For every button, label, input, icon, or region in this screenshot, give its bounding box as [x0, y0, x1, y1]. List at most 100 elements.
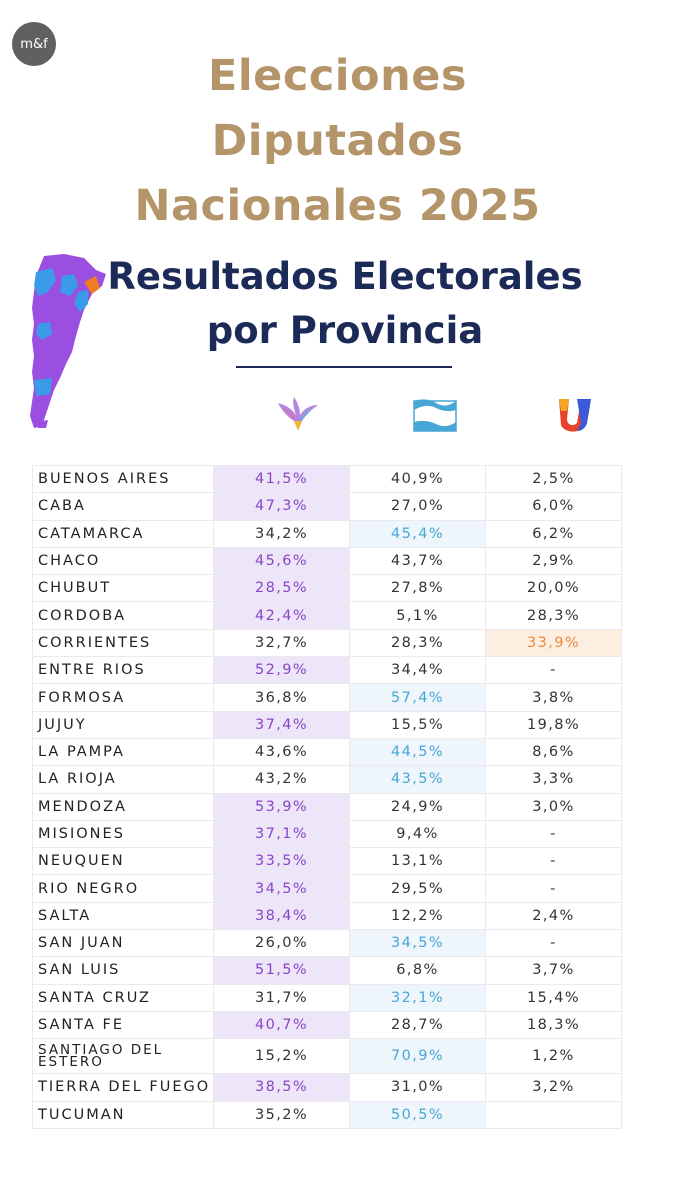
table-row: SALTA 38,4% 12,2% 2,4% — [32, 901, 622, 931]
province-name: LA PAMPA — [32, 737, 214, 767]
table-row: LA PAMPA 43,6% 44,5% 8,6% — [32, 737, 622, 767]
party-3-percent: 28,3% — [485, 601, 622, 630]
table-row: TIERRA DEL FUEGO 38,5% 31,0% 3,2% — [32, 1073, 622, 1102]
page-subtitle: Resultados Electorales por Provincia — [100, 250, 590, 358]
results-table-body: BUENOS AIRES 41,5% 40,9% 2,5% CABA 47,3% 27,0%… — [32, 464, 622, 1129]
province-name: SANTA CRUZ — [32, 983, 214, 1012]
provincias-unidas-u-icon — [559, 399, 591, 432]
table-row: ENTRE RIOS 52,9% 34,4% - — [32, 656, 622, 685]
argentina-map-icon — [30, 254, 106, 428]
party-2-percent: 9,4% — [349, 819, 486, 849]
party-3-percent: 2,5% — [485, 464, 622, 494]
party-2-percent: 6,8% — [349, 956, 486, 985]
province-name: SANTA FE — [32, 1010, 214, 1040]
province-name: LA RIOJA — [32, 765, 214, 794]
table-row: CORDOBA 42,4% 5,1% 28,3% — [32, 601, 622, 630]
party-2-percent: 43,7% — [349, 546, 486, 576]
party-2-percent: 44,5% — [349, 737, 486, 767]
party-1-percent: 26,0% — [213, 929, 350, 958]
province-name: CHUBUT — [32, 574, 214, 603]
party-1-percent: 36,8% — [213, 683, 350, 712]
title-line: Diputados — [211, 116, 464, 166]
table-row: NEUQUEN 33,5% 13,1% - — [32, 847, 622, 876]
party-2-percent: 70,9% — [349, 1038, 486, 1075]
table-row: CHUBUT 28,5% 27,8% 20,0% — [32, 574, 622, 603]
province-name: JUJUY — [32, 710, 214, 739]
brand-logo-text: m&f — [20, 36, 48, 52]
party-2-percent: 24,9% — [349, 792, 486, 821]
party-1-percent: 35,2% — [213, 1100, 350, 1129]
party-2-percent: 50,5% — [349, 1100, 486, 1129]
party-1-percent: 15,2% — [213, 1038, 350, 1075]
party-2-percent: 34,4% — [349, 656, 486, 685]
table-row: RIO NEGRO 34,5% 29,5% - — [32, 874, 622, 903]
party-2-percent: 31,0% — [349, 1073, 486, 1102]
table-row: SAN LUIS 51,5% 6,8% 3,7% — [32, 956, 622, 985]
table-row: CORRIENTES 32,7% 28,3% 33,9% — [32, 628, 622, 658]
table-row: CABA 47,3% 27,0% 6,0% — [32, 492, 622, 521]
province-name: TUCUMAN — [32, 1100, 214, 1129]
party-1-percent: 43,6% — [213, 737, 350, 767]
province-name: NEUQUEN — [32, 847, 214, 876]
party-3-percent: - — [485, 874, 622, 903]
party-3-percent: 3,8% — [485, 683, 622, 712]
title-line: Elecciones — [208, 51, 467, 101]
page-title: Elecciones Diputados Nacionales 2025 — [0, 44, 675, 239]
party-3-percent: - — [485, 819, 622, 849]
party-2-percent: 45,4% — [349, 519, 486, 548]
province-name: MENDOZA — [32, 792, 214, 821]
party-3-percent: 2,4% — [485, 901, 622, 931]
table-row: MENDOZA 53,9% 24,9% 3,0% — [32, 792, 622, 821]
lla-eagle-icon — [278, 397, 318, 431]
party-3-percent: - — [485, 656, 622, 685]
party-2-percent: 13,1% — [349, 847, 486, 876]
party-2-percent: 5,1% — [349, 601, 486, 630]
table-row: JUJUY 37,4% 15,5% 19,8% — [32, 710, 622, 739]
party-1-percent: 40,7% — [213, 1010, 350, 1040]
party-1-percent: 53,9% — [213, 792, 350, 821]
table-row: SANTIAGO DEL ESTERO 15,2% 70,9% 1,2% — [32, 1038, 622, 1075]
table-row: SANTA CRUZ 31,7% 32,1% 15,4% — [32, 983, 622, 1012]
province-name: CHACO — [32, 546, 214, 576]
subtitle-line: Resultados Electorales — [107, 255, 583, 298]
party-3-percent: 6,0% — [485, 492, 622, 521]
party-3-percent: 3,0% — [485, 792, 622, 821]
party-3-percent: 6,2% — [485, 519, 622, 548]
party-2-percent: 27,8% — [349, 574, 486, 603]
party-3-percent: 19,8% — [485, 710, 622, 739]
province-name: MISIONES — [32, 819, 214, 849]
province-name: CABA — [32, 492, 214, 521]
argentina-flag-icon — [413, 399, 457, 432]
party-1-percent: 45,6% — [213, 546, 350, 576]
party-3-percent: 8,6% — [485, 737, 622, 767]
party-3-percent — [485, 1100, 622, 1129]
party-1-percent: 38,5% — [213, 1073, 350, 1102]
table-row: TUCUMAN 35,2% 50,5% — [32, 1100, 622, 1129]
party-3-percent: 3,3% — [485, 765, 622, 794]
province-name: FORMOSA — [32, 683, 214, 712]
province-name: CORRIENTES — [32, 628, 214, 658]
party-3-percent: 3,7% — [485, 956, 622, 985]
party-2-percent: 28,3% — [349, 628, 486, 658]
party-3-percent: 1,2% — [485, 1038, 622, 1075]
party-2-percent: 15,5% — [349, 710, 486, 739]
province-name: BUENOS AIRES — [32, 464, 214, 494]
party-3-percent: - — [485, 847, 622, 876]
province-name: TIERRA DEL FUEGO — [32, 1073, 214, 1102]
province-name: SALTA — [32, 901, 214, 931]
party-1-percent: 47,3% — [213, 492, 350, 521]
subtitle-line: por Provincia — [206, 309, 484, 352]
party-2-percent: 29,5% — [349, 874, 486, 903]
party-2-percent: 28,7% — [349, 1010, 486, 1040]
province-name: CATAMARCA — [32, 519, 214, 548]
table-row: LA RIOJA 43,2% 43,5% 3,3% — [32, 765, 622, 794]
party-2-percent: 12,2% — [349, 901, 486, 931]
party-2-percent: 34,5% — [349, 929, 486, 958]
party-1-percent: 41,5% — [213, 464, 350, 494]
table-row: CATAMARCA 34,2% 45,4% 6,2% — [32, 519, 622, 548]
party-1-percent: 32,7% — [213, 628, 350, 658]
province-name: SAN JUAN — [32, 929, 214, 958]
party-2-percent: 57,4% — [349, 683, 486, 712]
table-row: SAN JUAN 26,0% 34,5% - — [32, 929, 622, 958]
province-name: RIO NEGRO — [32, 874, 214, 903]
